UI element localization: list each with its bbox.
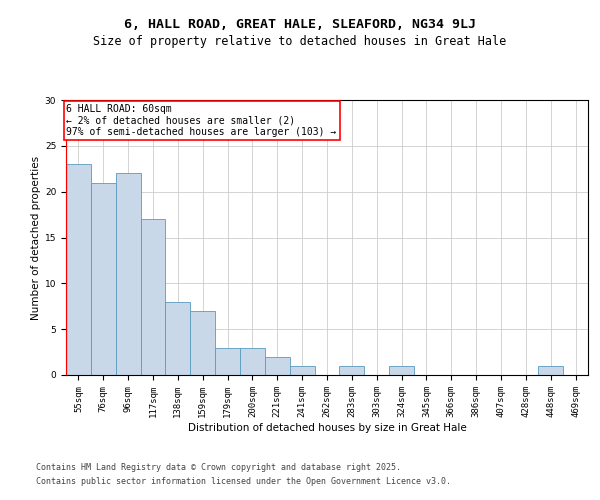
Bar	[66, 164, 91, 375]
Bar	[240, 348, 265, 375]
X-axis label: Distribution of detached houses by size in Great Hale: Distribution of detached houses by size …	[188, 422, 466, 432]
Text: Contains public sector information licensed under the Open Government Licence v3: Contains public sector information licen…	[36, 478, 451, 486]
Bar	[538, 366, 563, 375]
Bar	[340, 366, 364, 375]
Bar	[215, 348, 240, 375]
Text: 6 HALL ROAD: 60sqm
← 2% of detached houses are smaller (2)
97% of semi-detached : 6 HALL ROAD: 60sqm ← 2% of detached hous…	[67, 104, 337, 137]
Bar	[265, 356, 290, 375]
Bar	[91, 182, 116, 375]
Text: Contains HM Land Registry data © Crown copyright and database right 2025.: Contains HM Land Registry data © Crown c…	[36, 462, 401, 471]
Bar	[290, 366, 314, 375]
Text: 6, HALL ROAD, GREAT HALE, SLEAFORD, NG34 9LJ: 6, HALL ROAD, GREAT HALE, SLEAFORD, NG34…	[124, 18, 476, 30]
Bar	[116, 174, 140, 375]
Bar	[140, 219, 166, 375]
Bar	[166, 302, 190, 375]
Text: Size of property relative to detached houses in Great Hale: Size of property relative to detached ho…	[94, 35, 506, 48]
Bar	[190, 311, 215, 375]
Y-axis label: Number of detached properties: Number of detached properties	[31, 156, 41, 320]
Bar	[389, 366, 414, 375]
